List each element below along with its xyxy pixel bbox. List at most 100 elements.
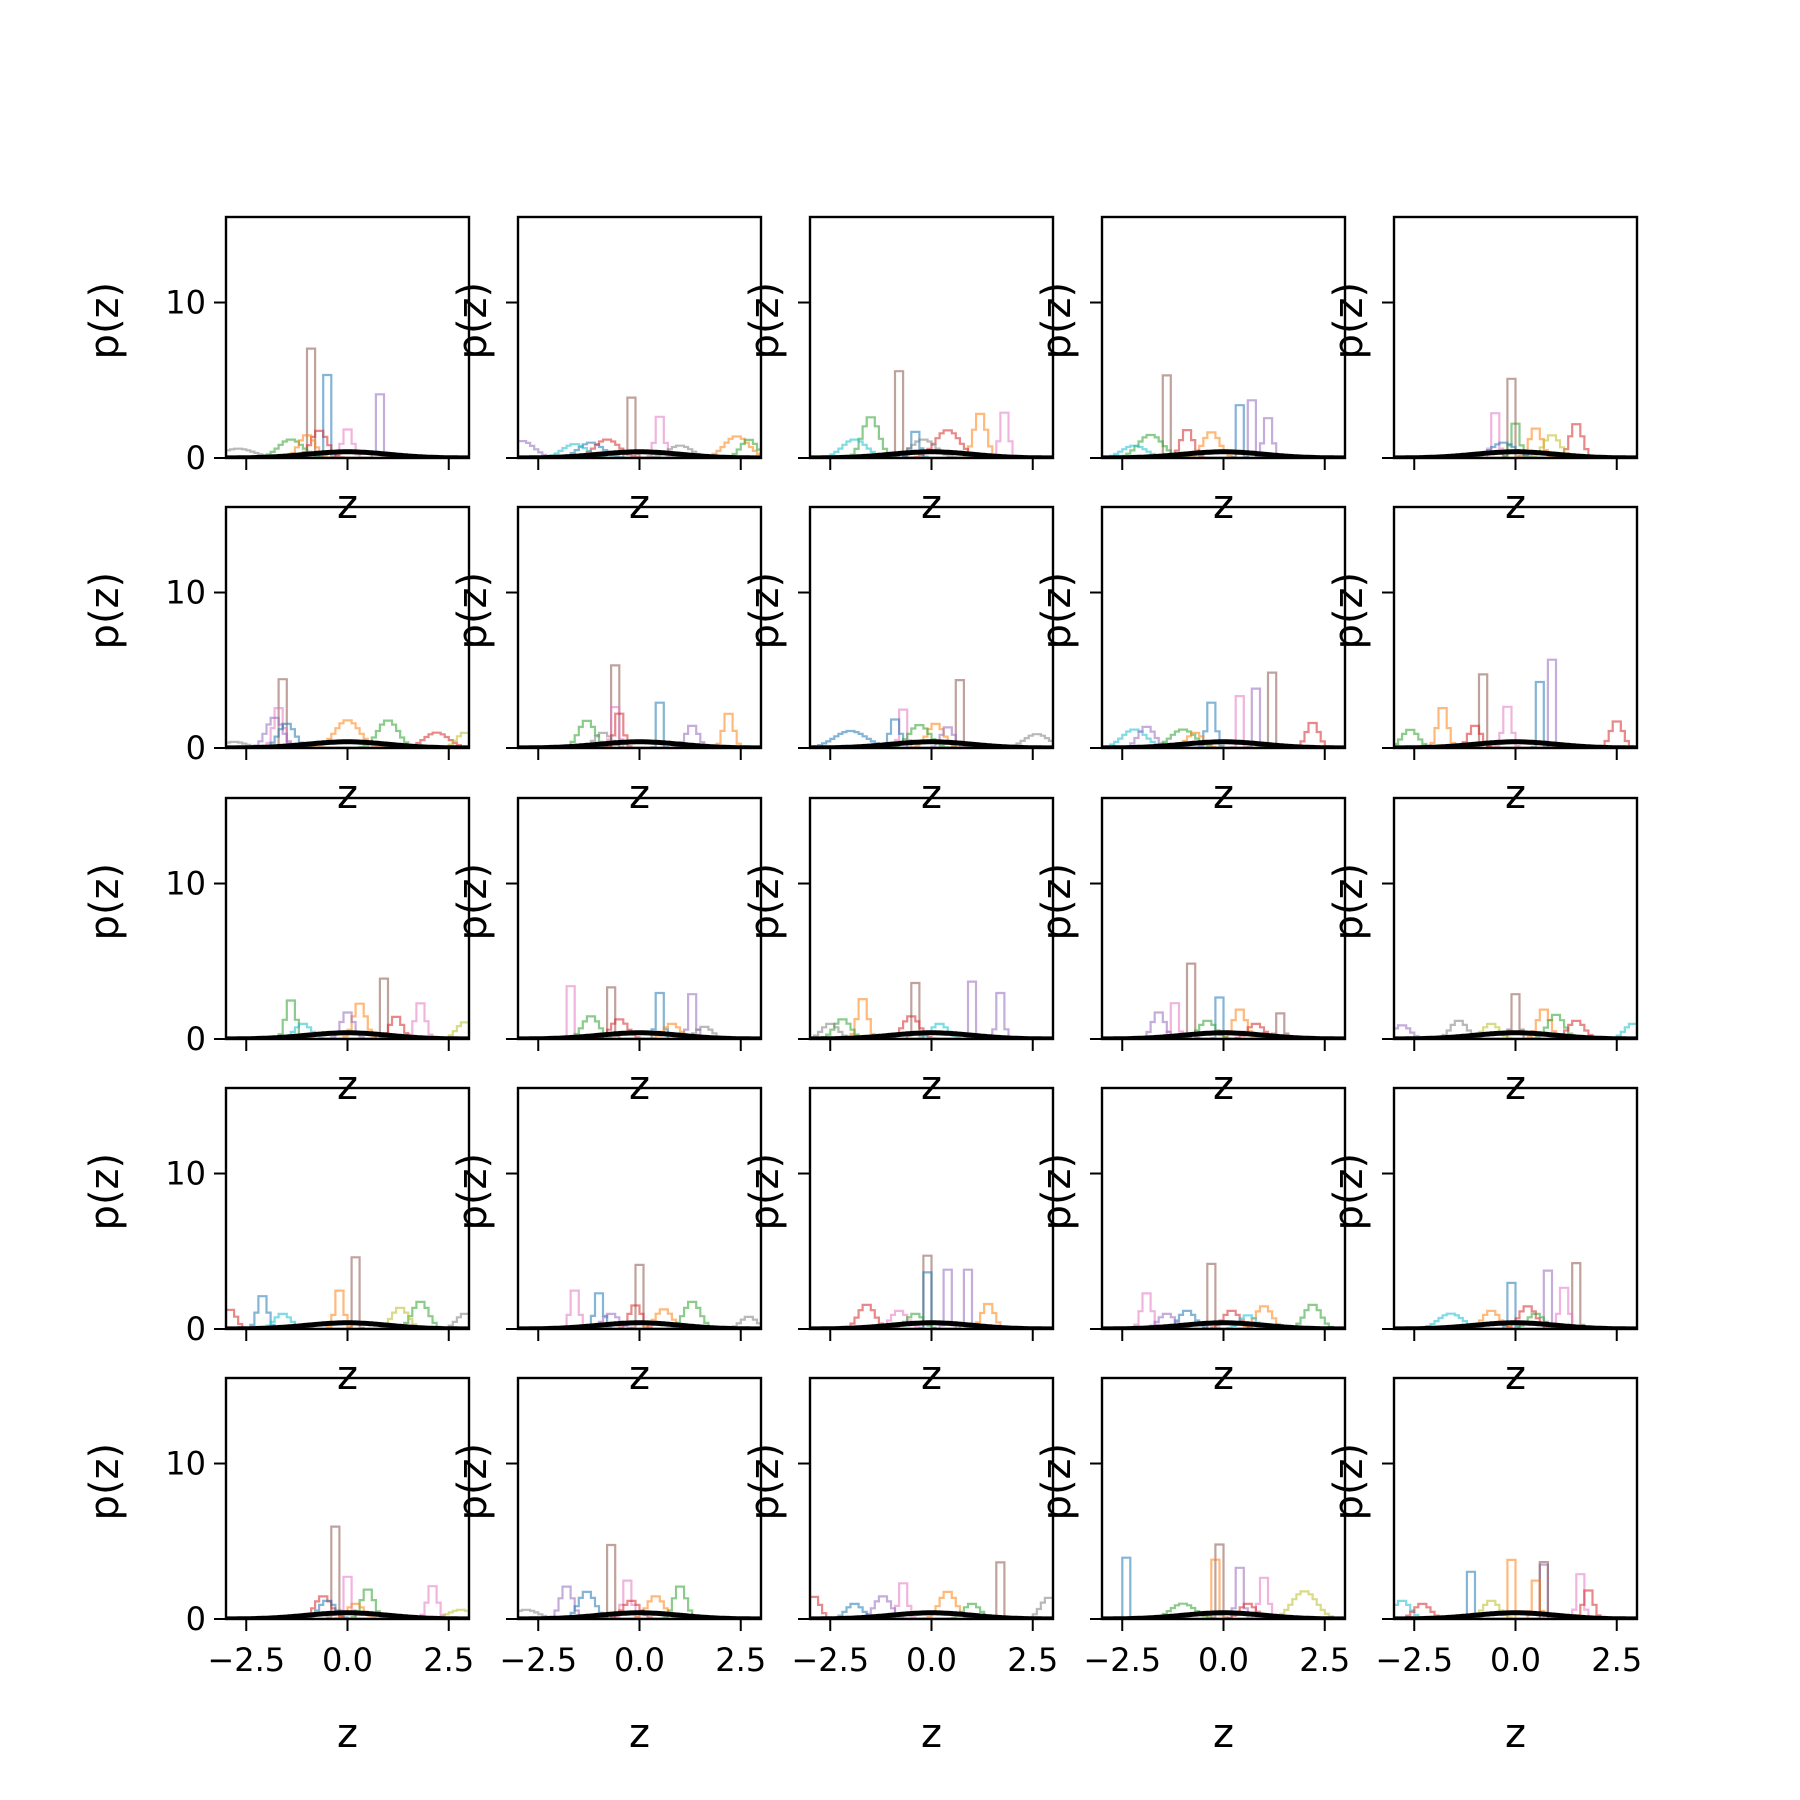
histogram-series-6 xyxy=(226,429,469,458)
x-axis-label: z xyxy=(921,772,942,818)
x-axis-label: z xyxy=(629,1353,650,1399)
y-axis-label: p(z) xyxy=(450,863,496,941)
y-axis-label: p(z) xyxy=(450,572,496,650)
axes-frame xyxy=(224,505,471,750)
histogram-series-2 xyxy=(1102,1543,1345,1619)
histogram-series-8 xyxy=(518,1608,761,1619)
axes-frame xyxy=(516,1376,763,1621)
x-axis-label: z xyxy=(337,1711,358,1757)
plot-area xyxy=(1394,1262,1637,1329)
histogram-series-4 xyxy=(226,428,469,458)
y-axis-label: p(z) xyxy=(742,1153,788,1231)
x-axis-label: z xyxy=(921,482,942,528)
subplot-r4-c5: z p(z) xyxy=(1326,1086,1639,1399)
axes-frame xyxy=(224,1086,471,1331)
histogram-series-5 xyxy=(518,438,761,458)
y-axis-label: p(z) xyxy=(82,282,128,360)
plot-area xyxy=(1102,1262,1345,1329)
y-tick-label: 0 xyxy=(186,1310,206,1348)
y-tick-label: 0 xyxy=(186,1020,206,1058)
y-axis-label: p(z) xyxy=(742,1443,788,1521)
histogram-series-1 xyxy=(1394,993,1637,1039)
plot-area xyxy=(810,1561,1053,1619)
histogram-series-3 xyxy=(226,1289,469,1329)
histogram-series-6 xyxy=(1102,728,1345,748)
axes-frame xyxy=(808,1376,1055,1621)
y-tick-label: 0 xyxy=(186,1600,206,1638)
x-tick-label: 2.5 xyxy=(715,1641,766,1679)
histogram-series-5 xyxy=(1102,1008,1345,1039)
axes-frame xyxy=(516,1086,763,1331)
y-axis-label: p(z) xyxy=(450,1153,496,1231)
x-tick-label: −2.5 xyxy=(499,1641,577,1679)
histogram-series-2 xyxy=(1102,1292,1345,1329)
histogram-series-5 xyxy=(1102,431,1345,458)
plot-area xyxy=(1394,1558,1637,1619)
subplot-r2-c1: 0 10 z p(z) xyxy=(82,505,471,818)
x-tick-label: −2.5 xyxy=(1083,1641,1161,1679)
x-tick-label: −2.5 xyxy=(791,1641,869,1679)
subplot-r4-c2: z p(z) xyxy=(450,1086,763,1399)
plot-area xyxy=(518,1263,761,1329)
histogram-series-7 xyxy=(1394,434,1637,458)
histogram-series-3 xyxy=(226,716,469,748)
histogram-series-3 xyxy=(518,712,761,748)
axes-frame xyxy=(224,215,471,460)
subplot-r2-c3: z p(z) xyxy=(742,505,1055,818)
histogram-series-7 xyxy=(1394,728,1637,748)
histogram-series-2 xyxy=(518,440,761,458)
y-axis-label: p(z) xyxy=(450,282,496,360)
subplot-r1-c2: z p(z) xyxy=(450,215,763,528)
axes-frame xyxy=(224,1376,471,1621)
histogram-series-4 xyxy=(1102,701,1345,748)
x-axis-label: z xyxy=(1505,772,1526,818)
x-axis-label: z xyxy=(1505,482,1526,528)
histogram-series-1 xyxy=(226,1525,469,1619)
histogram-series-8 xyxy=(1394,1022,1637,1039)
plot-area xyxy=(226,1256,469,1329)
histogram-series-7 xyxy=(810,726,1053,748)
histogram-series-4 xyxy=(1394,705,1637,748)
histogram-series-7 xyxy=(810,438,1053,458)
histogram-series-6 xyxy=(1394,441,1637,458)
x-axis-label: z xyxy=(1213,772,1234,818)
subplot-r1-c4: z p(z) xyxy=(1034,215,1347,528)
plot-area xyxy=(1102,1543,1345,1619)
subplot-r3-c4: z p(z) xyxy=(1034,796,1347,1109)
histogram-series-8 xyxy=(1102,444,1345,458)
histogram-series-7 xyxy=(226,731,469,748)
y-tick-label: 0 xyxy=(186,439,206,477)
histogram-series-7 xyxy=(1102,725,1345,748)
histogram-series-1 xyxy=(226,347,469,458)
plot-area xyxy=(810,679,1053,748)
histogram-series-6 xyxy=(810,1602,1053,1619)
plot-area xyxy=(810,1254,1053,1329)
x-tick-label: 0.0 xyxy=(906,1641,957,1679)
axes-frame xyxy=(808,505,1055,750)
subplot-r4-c1: 0 10 z p(z) xyxy=(82,1086,471,1399)
histogram-series-4 xyxy=(1394,422,1637,458)
x-axis-label: z xyxy=(921,1711,942,1757)
subplot-r2-c4: z p(z) xyxy=(1034,505,1347,818)
axes-frame xyxy=(808,215,1055,460)
x-tick-label: 0.0 xyxy=(614,1641,665,1679)
x-axis-label: z xyxy=(337,772,358,818)
x-tick-label: 2.5 xyxy=(423,1641,474,1679)
x-axis-label: z xyxy=(1213,1711,1234,1757)
y-axis-label: p(z) xyxy=(742,282,788,360)
subplot-r3-c5: z p(z) xyxy=(1326,796,1639,1109)
x-axis-label: z xyxy=(1213,1353,1234,1399)
axes-frame xyxy=(224,796,471,1041)
subplot-r5-c2: −2.5 0.0 2.5 z p(z) xyxy=(450,1376,766,1757)
x-axis-label: z xyxy=(629,1063,650,1109)
histogram-series-5 xyxy=(226,719,469,748)
histogram-series-4 xyxy=(1394,1013,1637,1039)
histogram-series-3 xyxy=(226,393,469,458)
histogram-series-3 xyxy=(226,1585,469,1619)
histogram-series-7 xyxy=(226,1602,469,1619)
x-axis-label: z xyxy=(629,482,650,528)
plot-area xyxy=(518,396,761,458)
histogram-series-1 xyxy=(518,1263,761,1329)
plot-area xyxy=(810,980,1053,1039)
